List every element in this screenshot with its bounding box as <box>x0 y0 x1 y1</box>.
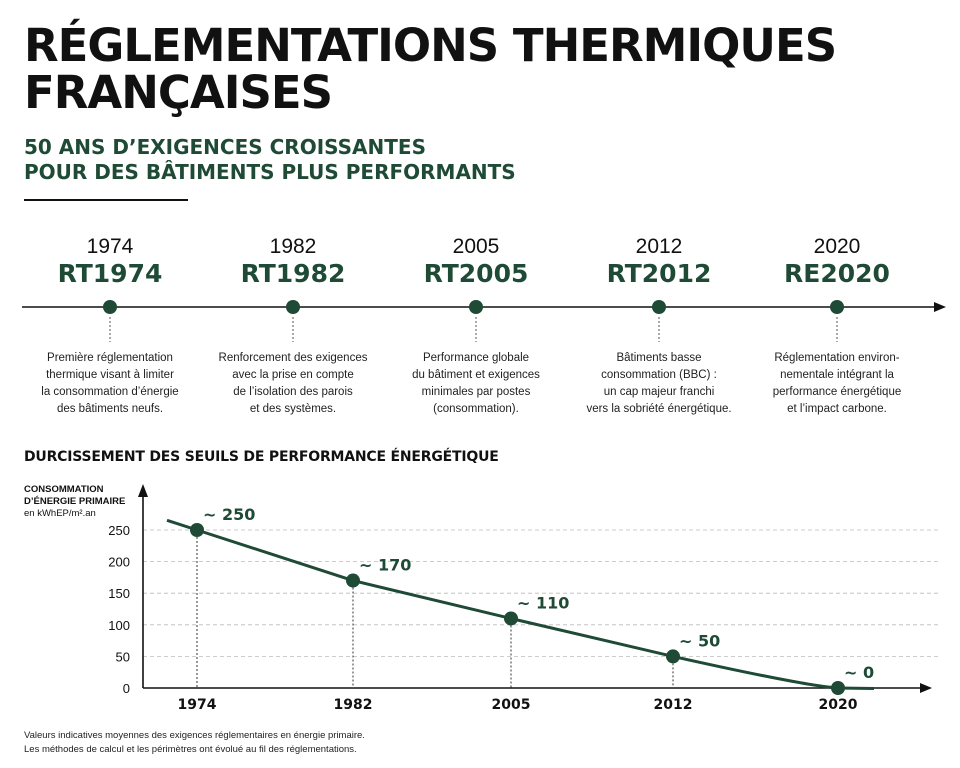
data-label: ~ 110 <box>517 593 569 612</box>
timeline-description: Réglementation environ-nementale intégra… <box>747 350 927 418</box>
timeline-description-line: Performance globale <box>422 352 530 364</box>
timeline-description-line: des bâtiments neufs. <box>56 403 164 415</box>
data-point <box>831 681 845 695</box>
timeline-description: Première réglementation thermique visant … <box>20 350 200 418</box>
timeline-description: Bâtiments basse consommation (BBC) : un ca… <box>569 350 749 418</box>
footnote-line-1: Valeurs indicatives moyennes des exigenc… <box>24 730 365 741</box>
data-label: ~ 50 <box>679 631 720 650</box>
timeline-dot <box>652 300 666 314</box>
y-tick-label: 200 <box>108 555 130 570</box>
data-point <box>190 523 204 537</box>
data-label: ~ 0 <box>844 663 874 682</box>
x-axis-arrow <box>920 683 932 693</box>
y-axis-label-line-1: CONSOMMATION <box>24 484 104 495</box>
page-title: RÉGLEMENTATIONS THERMIQUES FRANÇAISES <box>24 19 837 119</box>
y-tick-label: 150 <box>108 586 130 601</box>
timeline-description-line: et l’impact carbone. <box>787 403 887 415</box>
x-tick-label: 1982 <box>334 697 373 713</box>
y-tick-label: 0 <box>123 681 130 696</box>
timeline-regulation-code: RE2020 <box>784 259 890 288</box>
timeline-year: 1974 <box>86 235 134 258</box>
series-line <box>166 518 875 690</box>
timeline-dot <box>103 300 117 314</box>
footnote-line-2: Les méthodes de calcul et les périmètres… <box>24 744 357 755</box>
timeline-regulation-code: RT2005 <box>423 259 529 288</box>
timeline-year: 2020 <box>813 235 861 258</box>
timeline-dot <box>469 300 483 314</box>
x-tick-label: 2005 <box>492 697 531 713</box>
timeline-description-line: et des systèmes. <box>249 403 337 415</box>
timeline-description-line: Première réglementation <box>47 352 173 364</box>
page-subtitle: 50 ANS D’EXIGENCES CROISSANTES POUR DES … <box>24 135 724 185</box>
timeline-arrow <box>934 302 946 312</box>
timeline-description-line: de l’isolation des parois <box>233 386 353 398</box>
data-point <box>666 649 680 664</box>
data-label: ~ 250 <box>203 505 255 524</box>
y-tick-label: 50 <box>116 649 130 664</box>
timeline-description: Renforcement des exigences avec la prise … <box>203 350 383 418</box>
timeline-regulation-code: RT1974 <box>57 259 163 288</box>
timeline-description-line: Bâtiments basse <box>616 352 702 364</box>
timeline-description-line: consommation (BBC) : <box>601 369 717 381</box>
y-axis-label-line-2: D’ÉNERGIE PRIMAIRE <box>24 496 126 507</box>
x-tick-label: 2020 <box>819 697 858 713</box>
timeline-dot <box>830 300 844 314</box>
timeline-description-line: du bâtiment et exigences <box>412 369 540 381</box>
footnote: Valeurs indicatives moyennes des exigenc… <box>24 729 624 757</box>
y-tick-label: 100 <box>108 618 130 633</box>
title-divider <box>24 199 188 201</box>
timeline-description-line: nementale intégrant la <box>780 369 894 381</box>
timeline-description-line: (consommation). <box>433 403 519 415</box>
timeline-description-line: Renforcement des exigences <box>218 352 368 364</box>
y-axis-arrow <box>138 484 148 497</box>
data-point <box>346 573 360 588</box>
timeline-description-line: performance énergétique <box>772 386 902 398</box>
timeline-description-line: avec la prise en compte <box>232 369 354 381</box>
y-tick-label: 250 <box>108 523 130 538</box>
chart-section-title: DURCISSEMENT DES SEUILS DE PERFORMANCE É… <box>24 449 499 465</box>
timeline-dot <box>286 300 300 314</box>
timeline-year: 1982 <box>269 235 317 258</box>
x-tick-label: 2012 <box>654 697 693 713</box>
timeline-regulation-code: RT2012 <box>606 259 712 288</box>
timeline-description-line: la consommation d’énergie <box>41 386 179 398</box>
y-axis-label: CONSOMMATION D’ÉNERGIE PRIMAIRE en kWhEP… <box>24 484 154 520</box>
data-label: ~ 170 <box>359 556 411 575</box>
subtitle-line-1: 50 ANS D’EXIGENCES CROISSANTES <box>24 135 426 159</box>
y-axis-unit: en kWhEP/m².an <box>24 508 96 519</box>
timeline-year: 2005 <box>452 235 500 258</box>
timeline-description: Performance globale du bâtiment et exigen… <box>386 350 566 418</box>
timeline-year: 2012 <box>635 235 683 258</box>
timeline-description-line: un cap majeur franchi <box>603 386 715 398</box>
subtitle-line-2: POUR DES BÂTIMENTS PLUS PERFORMANTS <box>24 160 516 184</box>
timeline-description-line: minimales par postes <box>421 386 531 398</box>
timeline-description-line: thermique visant à limiter <box>46 369 174 381</box>
timeline-description-line: vers la sobriété énergétique. <box>586 403 732 415</box>
timeline-regulation-code: RT1982 <box>240 259 346 288</box>
x-tick-label: 1974 <box>178 697 217 713</box>
data-point <box>504 611 518 626</box>
timeline-description-line: Réglementation environ- <box>774 352 900 364</box>
